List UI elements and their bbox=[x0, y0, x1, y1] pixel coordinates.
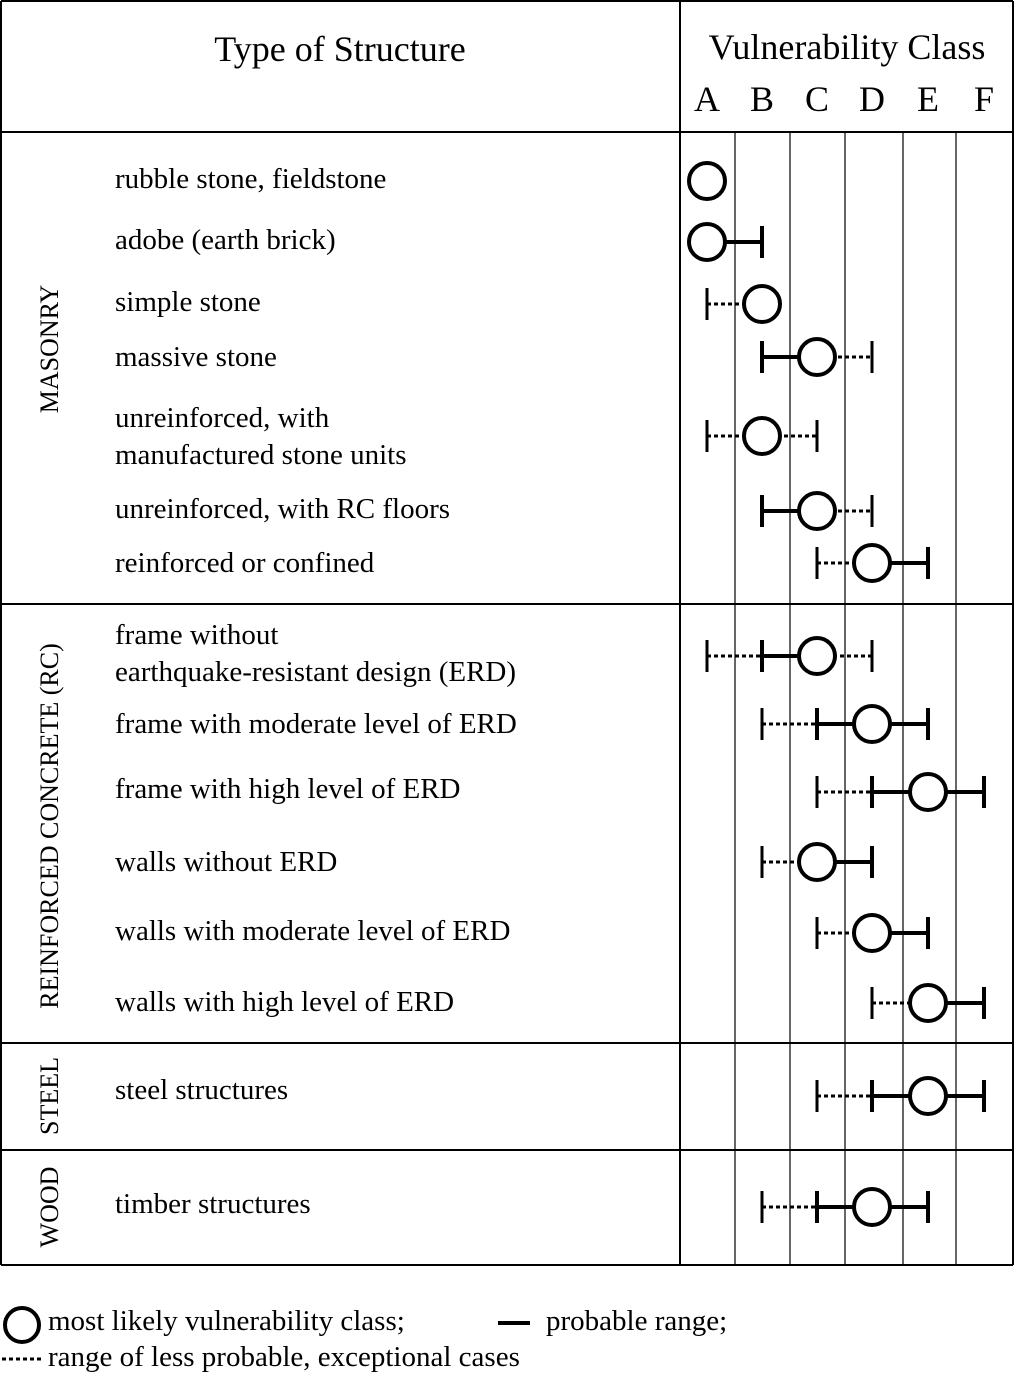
most-likely-class-marker bbox=[852, 913, 892, 953]
group-label-wood: WOOD bbox=[35, 1166, 64, 1248]
row-label-frame-moderate-erd: frame with moderate level of ERD bbox=[115, 708, 517, 740]
row-label-frame-without-erd: frame without earthquake-resistant design… bbox=[115, 619, 517, 688]
most-likely-class-marker bbox=[742, 416, 782, 456]
row-label-unreinforced-rc-floors: unreinforced, with RC floors bbox=[115, 493, 451, 525]
group-label-reinforced-concrete: REINFORCED CONCRETE (RC) bbox=[35, 643, 64, 1009]
most-likely-class-marker bbox=[908, 772, 948, 812]
most-likely-class-marker bbox=[852, 543, 892, 583]
most-likely-class-marker bbox=[908, 1076, 948, 1116]
type-of-structure-header: Type of Structure bbox=[0, 0, 680, 132]
vulnerability-class-header: Vulnerability Class A B C D E F bbox=[680, 0, 1014, 132]
class-letter-e: E bbox=[917, 79, 939, 119]
most-likely-class-marker bbox=[687, 222, 727, 262]
row-label-walls-high-erd: walls with high level of ERD bbox=[115, 986, 455, 1018]
row-label-walls-moderate-erd: walls with moderate level of ERD bbox=[115, 915, 511, 947]
row-label-timber-structures: timber structures bbox=[115, 1188, 311, 1220]
most-likely-class-marker bbox=[797, 491, 837, 531]
most-likely-class-marker bbox=[797, 636, 837, 676]
group-label-steel: STEEL bbox=[35, 1057, 64, 1135]
class-letter-a: A bbox=[694, 79, 720, 119]
class-letter-f: F bbox=[973, 79, 995, 119]
row-label-rubble-stone: rubble stone, fieldstone bbox=[115, 163, 387, 195]
most-likely-class-marker bbox=[797, 842, 837, 882]
row-label-massive-stone: massive stone bbox=[115, 341, 277, 373]
class-letter-d: D bbox=[859, 79, 885, 119]
class-letter-b: B bbox=[749, 79, 774, 119]
most-likely-class-marker bbox=[687, 161, 727, 201]
type-of-structure-title: Type of Structure bbox=[214, 29, 466, 69]
most-likely-class-marker bbox=[742, 284, 782, 324]
legend-likely-marker bbox=[3, 1306, 41, 1344]
row-label-walls-without-erd: walls without ERD bbox=[115, 846, 338, 878]
group-label-masonry: MASONRY bbox=[35, 284, 64, 414]
most-likely-class-marker bbox=[797, 337, 837, 377]
legend-likely-label: most likely vulnerability class; bbox=[48, 1305, 405, 1337]
most-likely-class-marker bbox=[852, 704, 892, 744]
vulnerability-class-title: Vulnerability Class bbox=[708, 27, 986, 67]
most-likely-class-marker bbox=[852, 1187, 892, 1227]
row-label-simple-stone: simple stone bbox=[115, 286, 261, 318]
legend-exceptional-label: range of less probable, exceptional case… bbox=[48, 1341, 520, 1373]
row-label-frame-high-erd: frame with high level of ERD bbox=[115, 773, 461, 805]
row-label-reinforced-confined: reinforced or confined bbox=[115, 547, 375, 579]
row-label-adobe: adobe (earth brick) bbox=[115, 224, 336, 256]
legend-probable-label: probable range; bbox=[546, 1305, 728, 1337]
class-letter-c: C bbox=[804, 79, 829, 119]
row-label-unreinforced-manufactured: unreinforced, with manufactured stone uni… bbox=[115, 402, 407, 471]
row-label-steel-structures: steel structures bbox=[115, 1074, 289, 1106]
most-likely-class-marker bbox=[908, 983, 948, 1023]
